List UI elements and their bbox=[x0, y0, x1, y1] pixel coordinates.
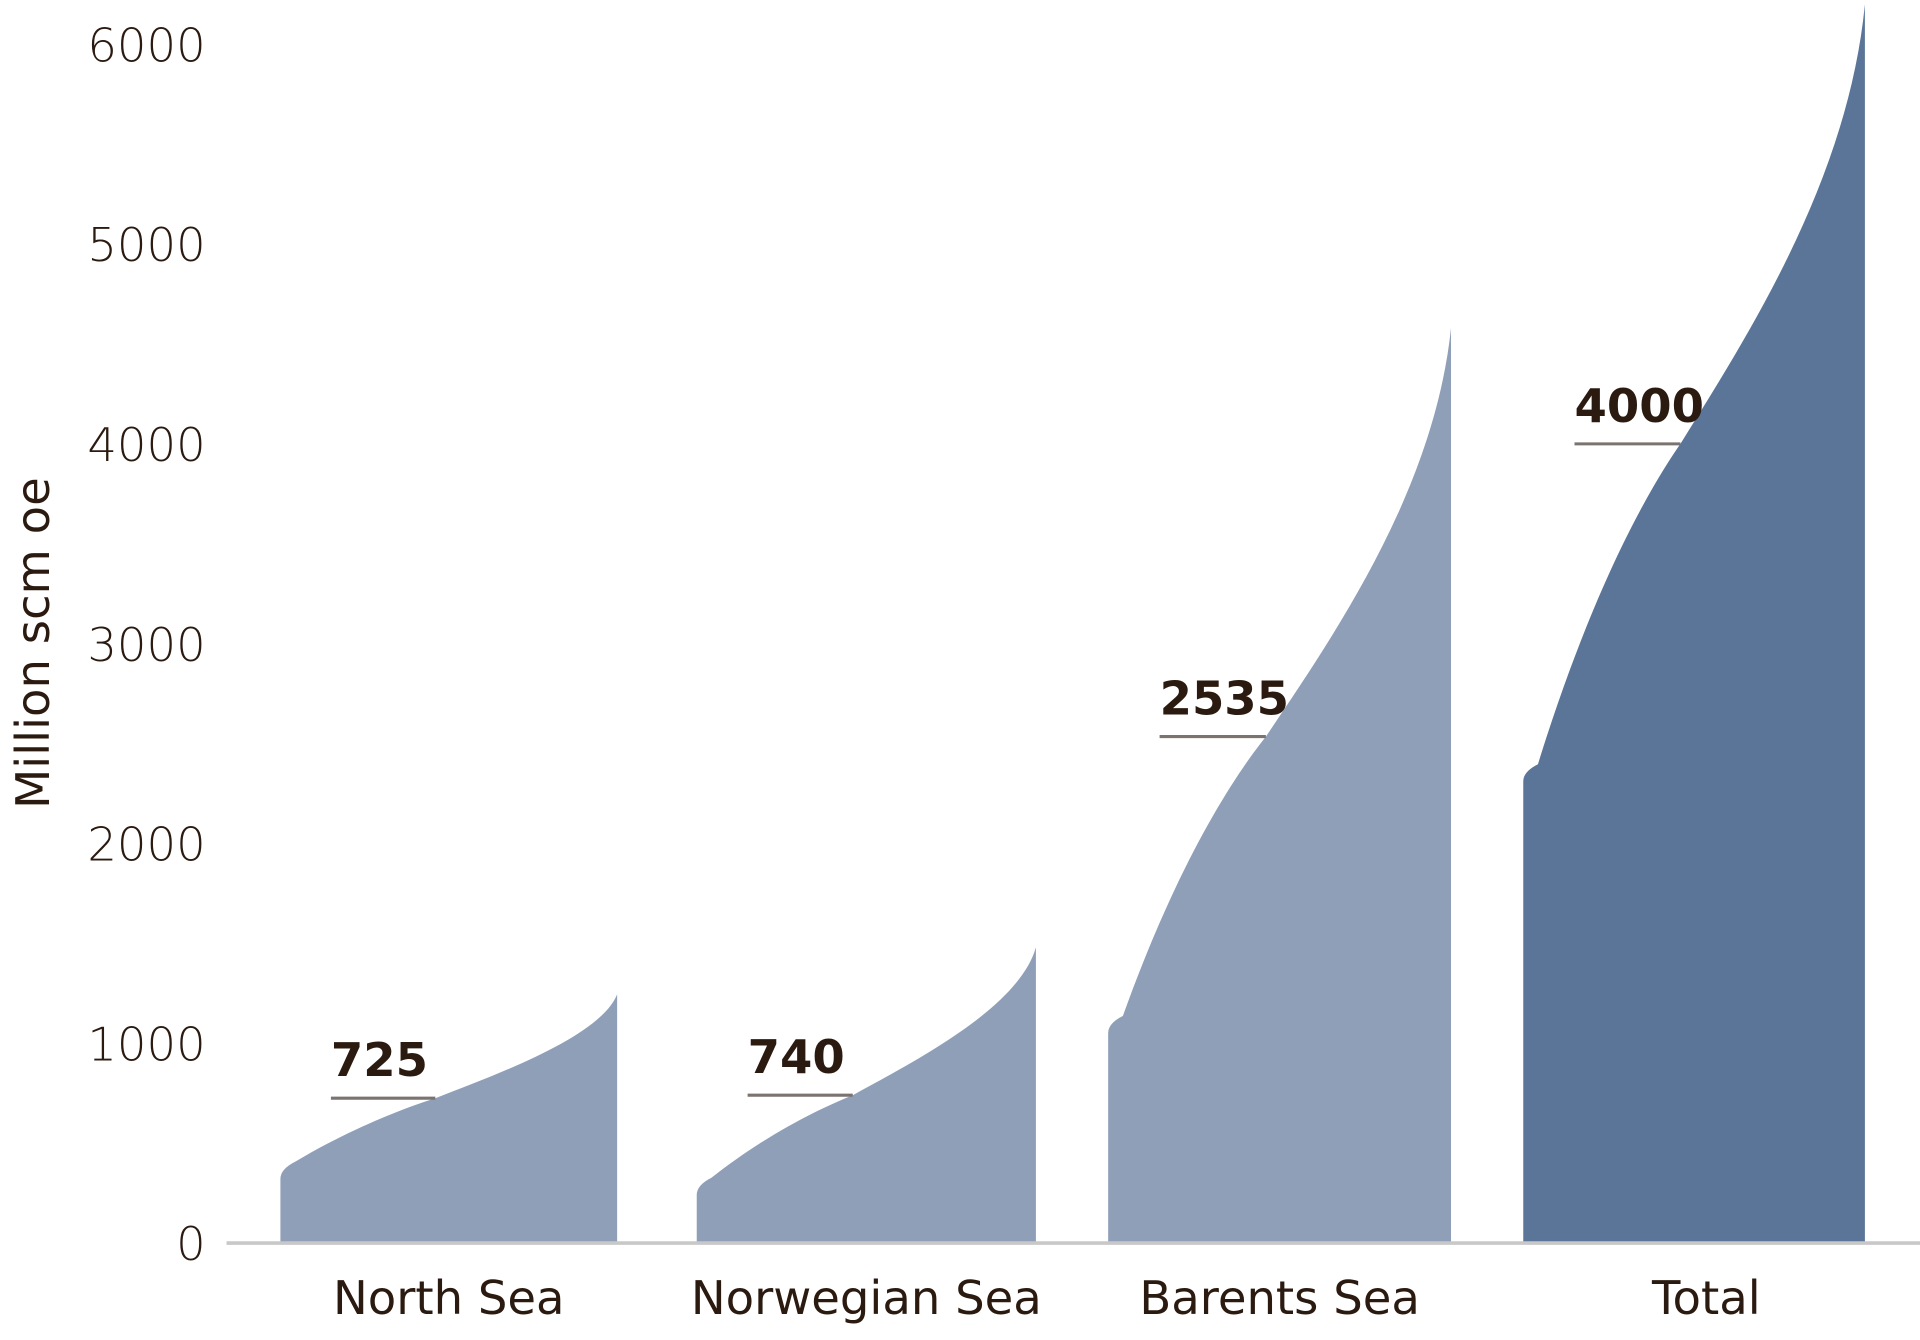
data-label: 4000 bbox=[1575, 379, 1704, 433]
range-shape-north-sea bbox=[280, 994, 618, 1244]
x-tick-label: North Sea bbox=[333, 1271, 565, 1325]
range-shape-norwegian-sea bbox=[696, 947, 1036, 1244]
y-axis-label: Million scm oe bbox=[6, 477, 60, 809]
y-tick-label: 3000 bbox=[87, 618, 205, 672]
data-label: 725 bbox=[331, 1033, 428, 1087]
range-shape-barents-sea bbox=[1108, 327, 1452, 1244]
y-tick-label: 2000 bbox=[87, 818, 205, 872]
y-tick-label: 5000 bbox=[87, 218, 205, 272]
y-tick-label: 4000 bbox=[87, 418, 205, 472]
x-tick-label: Norwegian Sea bbox=[691, 1271, 1042, 1325]
x-tick-label: Total bbox=[1651, 1271, 1761, 1325]
y-tick-label: 1000 bbox=[87, 1017, 205, 1071]
range-shape-total bbox=[1523, 4, 1865, 1244]
y-tick-label: 6000 bbox=[87, 18, 205, 72]
y-tick-label: 0 bbox=[176, 1217, 206, 1271]
x-tick-label: Barents Sea bbox=[1139, 1271, 1420, 1325]
data-label: 2535 bbox=[1160, 672, 1289, 726]
data-label: 740 bbox=[748, 1030, 845, 1084]
